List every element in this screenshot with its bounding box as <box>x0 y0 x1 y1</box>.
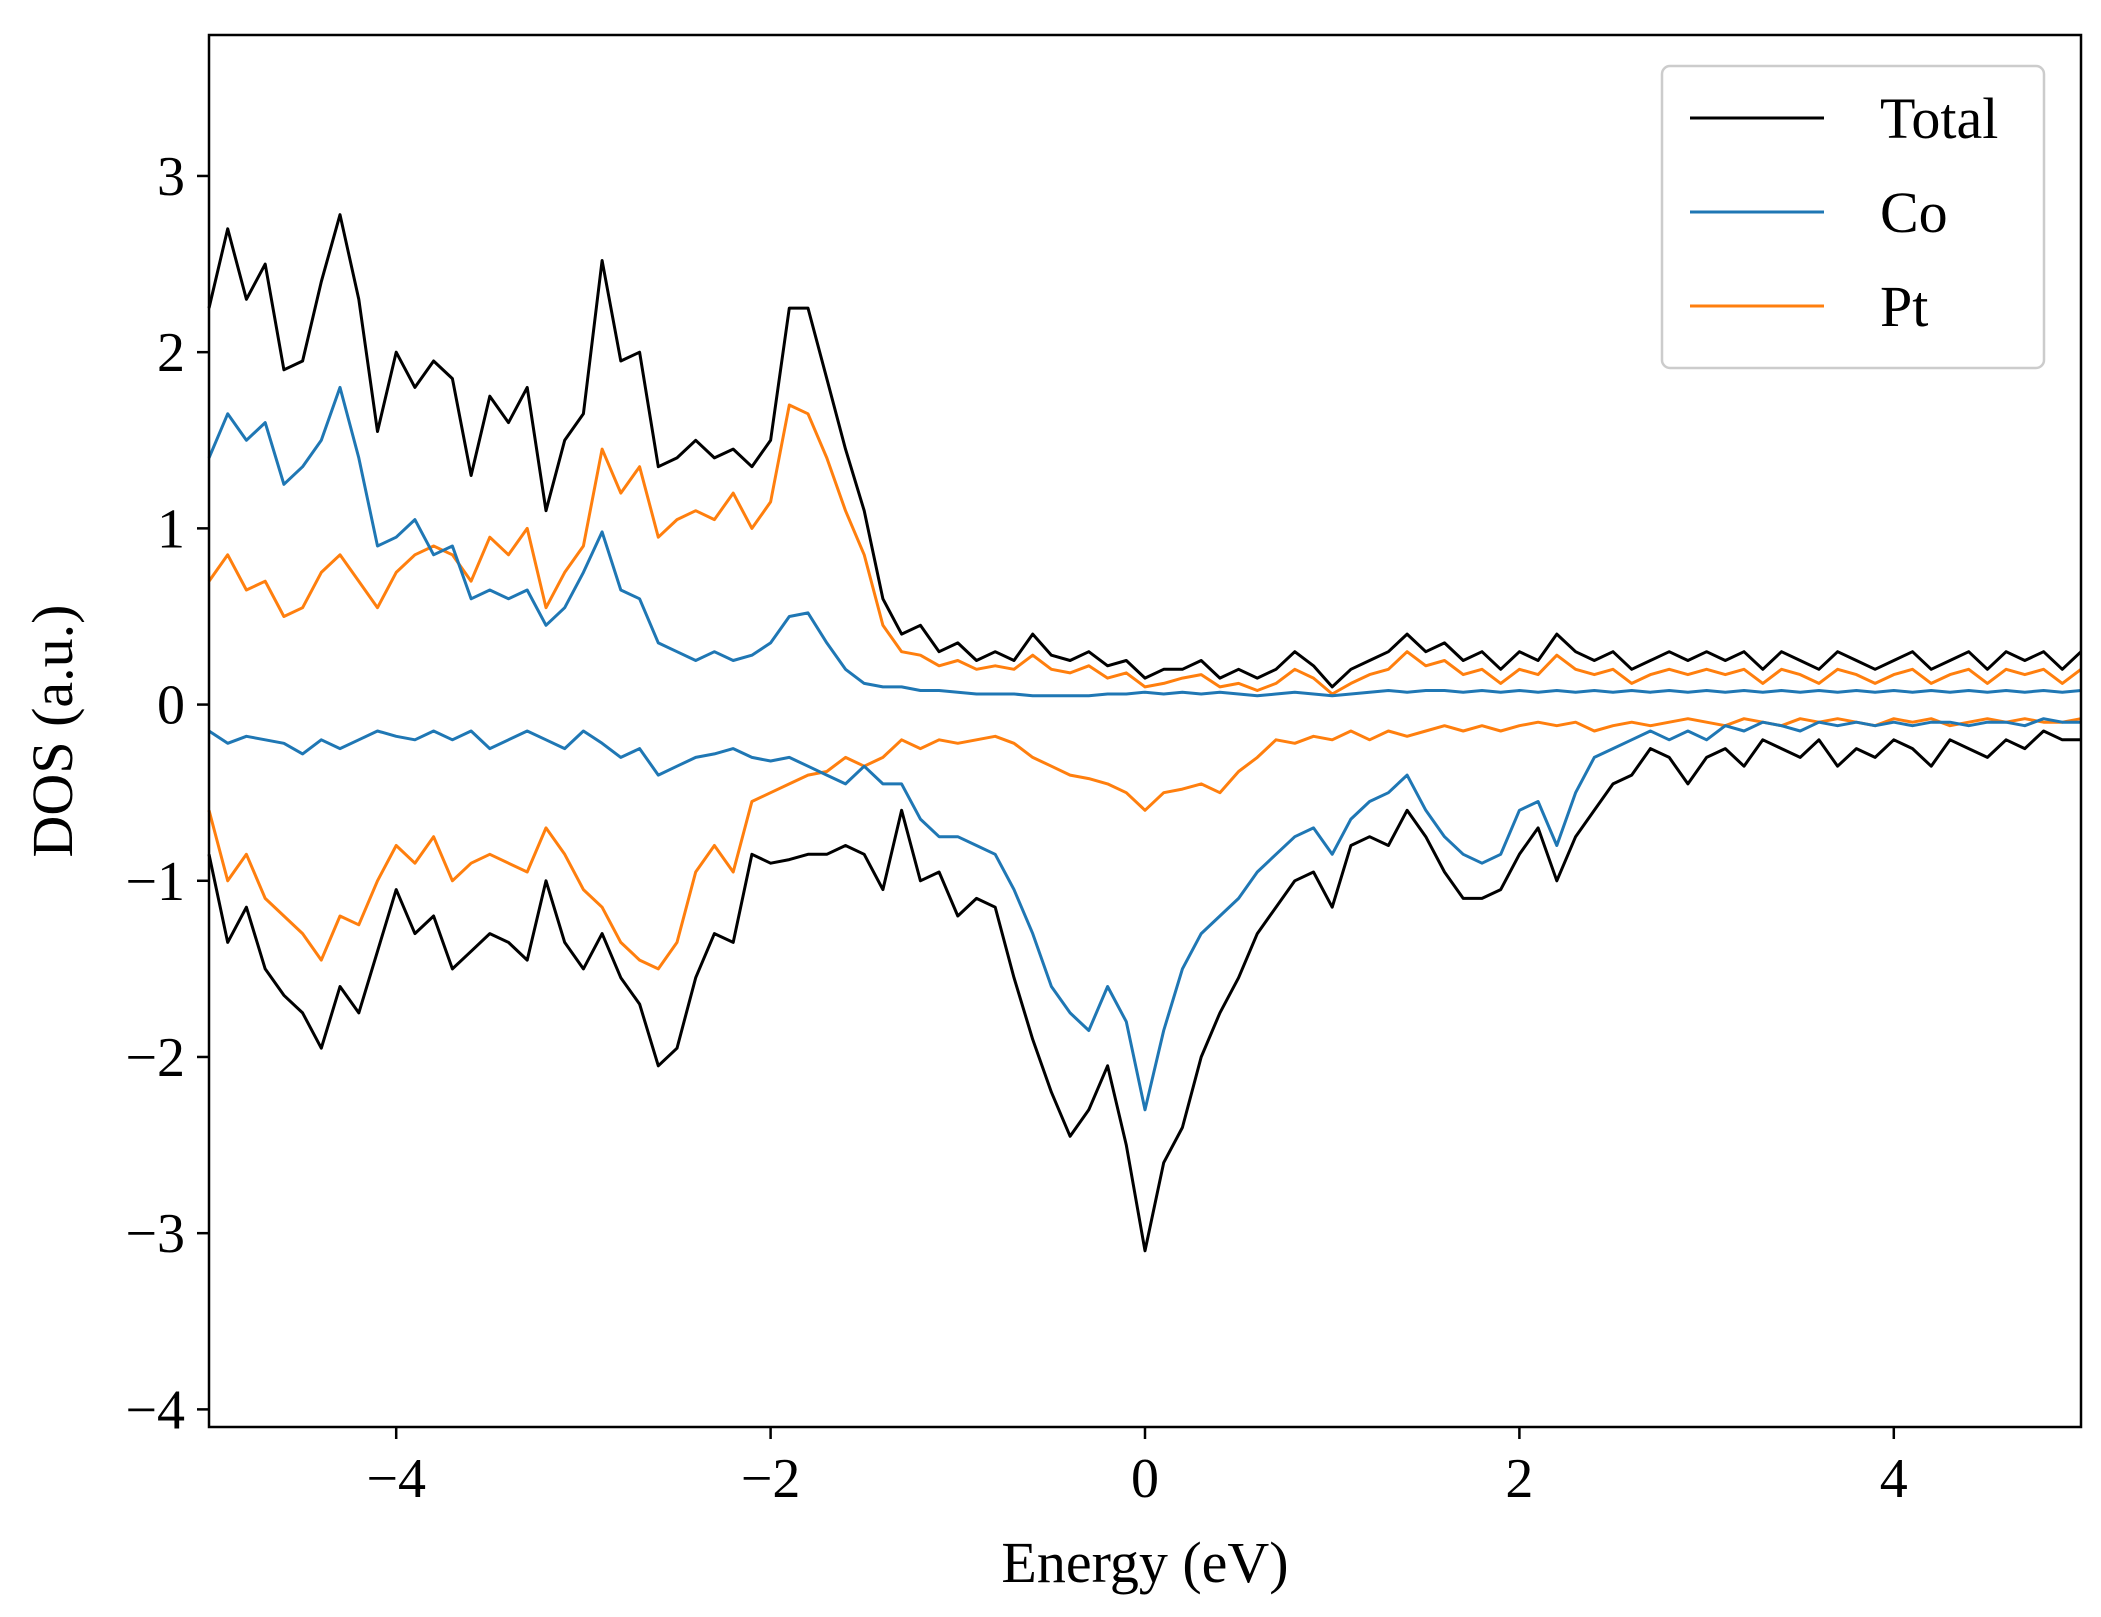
series-line-co-down <box>208 717 2081 1112</box>
y-tick-label: −4 <box>125 1379 185 1441</box>
legend: Total Co Pt <box>1660 64 2046 370</box>
y-tick-label: 3 <box>157 146 185 208</box>
series-line-total-down <box>207 729 2081 1253</box>
y-tick-label: 1 <box>157 498 185 560</box>
x-tick-label: 4 <box>1880 1448 1908 1510</box>
x-tick-label: 2 <box>1505 1448 1533 1510</box>
legend-label-total: Total <box>1880 86 1998 151</box>
x-tick-label: −4 <box>366 1448 426 1510</box>
x-tick-label: 0 <box>1131 1448 1159 1510</box>
series-layer <box>207 213 2083 1253</box>
y-tick-label: −1 <box>125 851 185 913</box>
y-axis-label: DOS (a.u.) <box>20 605 85 858</box>
x-tick-label: −2 <box>741 1448 801 1510</box>
legend-box <box>1660 64 2046 370</box>
y-axis: −4 −3 −2 −1 0 1 2 3 <box>125 146 209 1441</box>
series-line-total-up <box>207 213 2083 689</box>
y-tick-label: 2 <box>157 322 185 384</box>
y-tick-label: −2 <box>125 1027 185 1089</box>
series-line-pt-up <box>207 403 2082 696</box>
x-axis-label: Energy (eV) <box>1001 1530 1288 1595</box>
legend-label-co: Co <box>1880 180 1948 245</box>
y-tick-label: −3 <box>125 1203 185 1265</box>
series-line-co-up <box>207 385 2082 698</box>
x-axis: −4 −2 0 2 4 <box>366 1427 1908 1510</box>
y-tick-label: 0 <box>157 675 185 737</box>
legend-label-pt: Pt <box>1880 274 1928 339</box>
